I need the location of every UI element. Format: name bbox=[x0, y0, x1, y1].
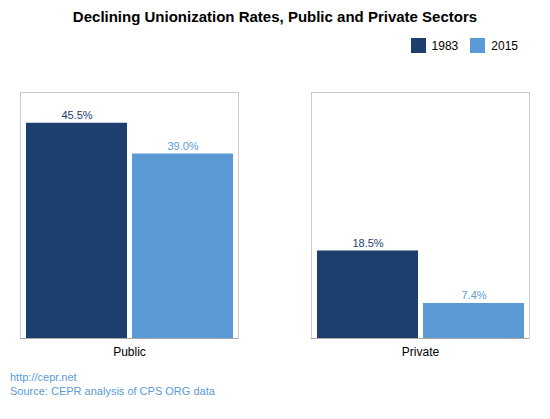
html-text:1983: 1983 bbox=[431, 38, 459, 53]
html-text:http://cepr.net: http://cepr.net bbox=[10, 371, 77, 383]
svg-text:45.5%: 45.5% bbox=[61, 109, 92, 121]
html-text:2015: 2015 bbox=[491, 38, 518, 53]
html-text:Source: CEPR analysis of CPS O: Source: CEPR analysis of CPS ORG data bbox=[10, 385, 215, 398]
svg-text:7.4%: 7.4% bbox=[461, 289, 486, 301]
html-text:Declining Unionization Rates,: Declining Unionization Rates, Public and… bbox=[72, 8, 478, 25]
svg-text:18.5%: 18.5% bbox=[352, 237, 383, 249]
svg-text:39.0%: 39.0% bbox=[167, 140, 198, 152]
svg-text:Private: Private bbox=[402, 345, 440, 359]
svg-text:Public: Public bbox=[113, 345, 146, 359]
